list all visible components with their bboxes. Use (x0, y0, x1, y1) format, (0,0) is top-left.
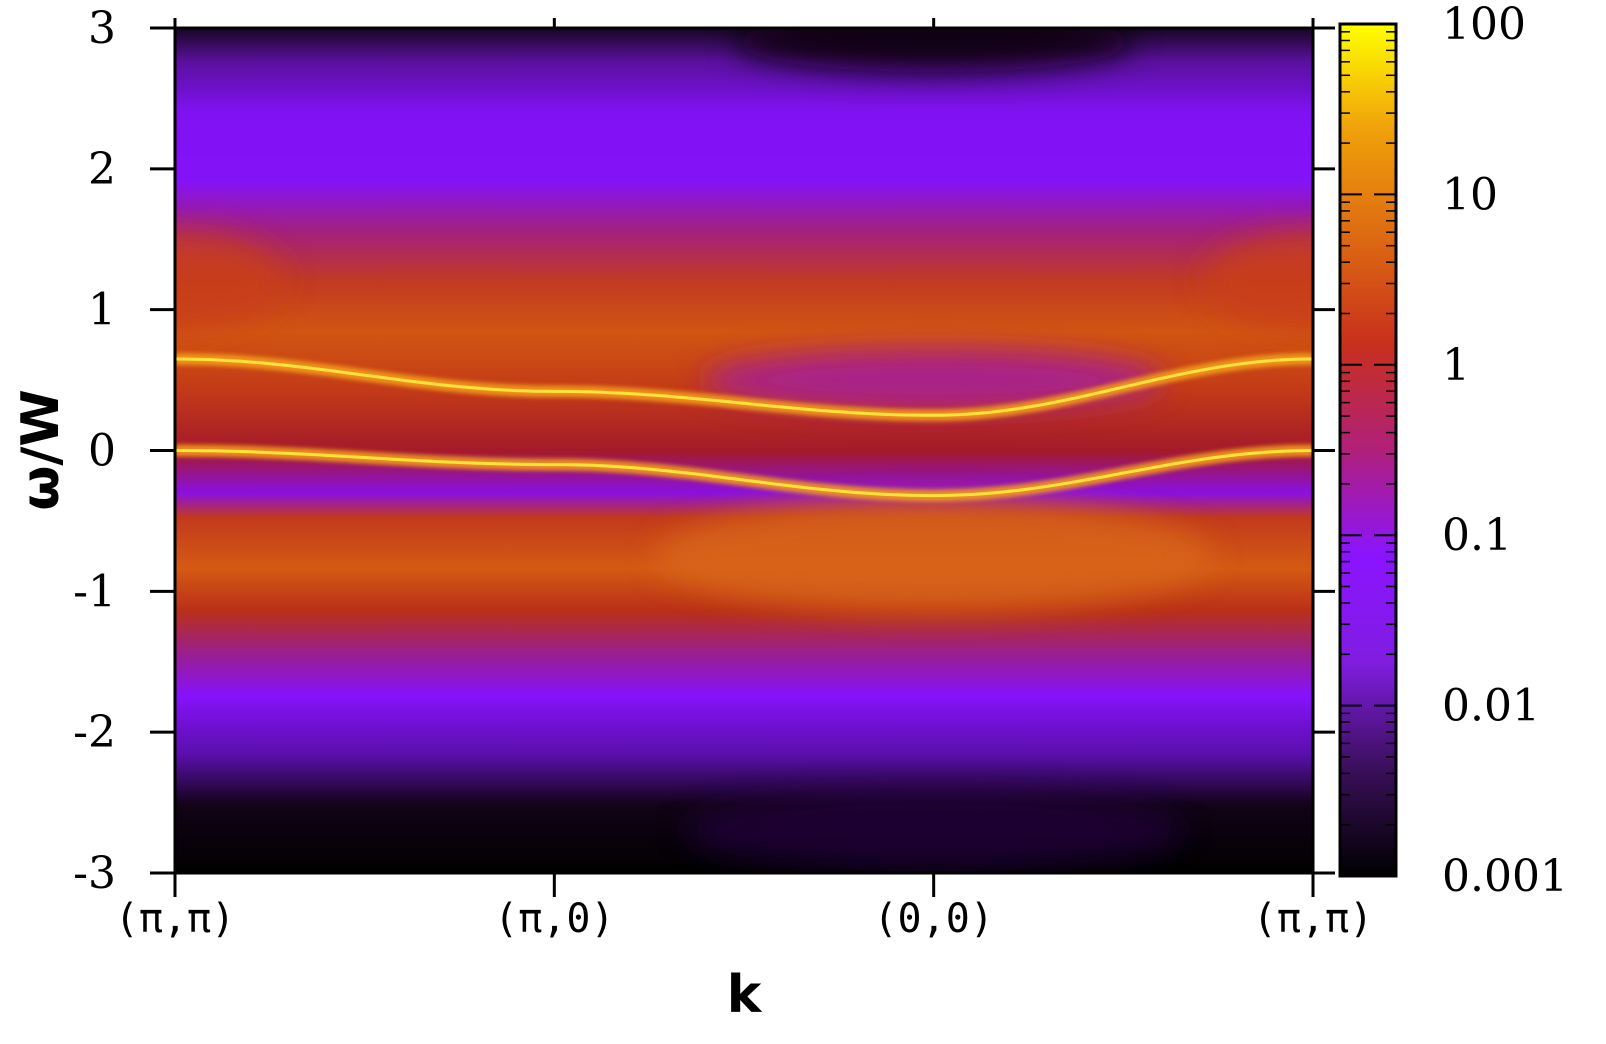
colorbar-tick-label: 10 (1442, 169, 1498, 220)
colorbar: 0.001 0.01 0.1 1 10 100 (1338, 0, 1568, 902)
y-tick-label: -1 (73, 566, 116, 617)
band-line-1 (175, 449, 1313, 498)
upper-shadow (733, 28, 1134, 73)
y-axis: -3 -2 -1 0 1 2 3 (73, 3, 1335, 899)
x-tick-label: (π,0) (494, 896, 614, 942)
x-axis-title: k (727, 965, 763, 1025)
x-tick-label: (0,0) (873, 896, 993, 942)
lower-glow (683, 790, 1184, 871)
gap-region (703, 350, 1164, 411)
y-tick-label: 3 (88, 3, 116, 54)
x-axis: (π,π) (π,0) (0,0) (π,π) (115, 18, 1373, 942)
colorbar-tick-label: 1 (1442, 340, 1470, 391)
y-tick-label: -2 (73, 707, 116, 758)
colorbar-fill (1338, 22, 1398, 878)
spectral-heatmap (175, 28, 1313, 873)
y-tick-label: 2 (88, 144, 116, 195)
colorbar-tick-label: 0.1 (1442, 510, 1512, 561)
colorbar-tick-label: 0.001 (1442, 851, 1568, 902)
y-axis-title: ω/W (11, 389, 71, 511)
edge-band-left (175, 231, 285, 332)
y-tick-label: -3 (73, 848, 116, 899)
y-tick-label: 0 (88, 426, 116, 477)
heatmap-background (175, 28, 1313, 873)
lower-continuum (653, 501, 1214, 612)
colorbar-ticks: 0.001 0.01 0.1 1 10 100 (1340, 0, 1568, 902)
colorbar-tick-label: 0.01 (1442, 681, 1540, 732)
band-line-0 (175, 357, 1313, 417)
x-tick-label: (π,π) (1253, 896, 1373, 942)
x-tick-label: (π,π) (115, 896, 235, 942)
edge-band-right (1203, 231, 1313, 332)
colorbar-tick-label: 100 (1442, 0, 1526, 50)
y-tick-label: 1 (88, 285, 116, 336)
